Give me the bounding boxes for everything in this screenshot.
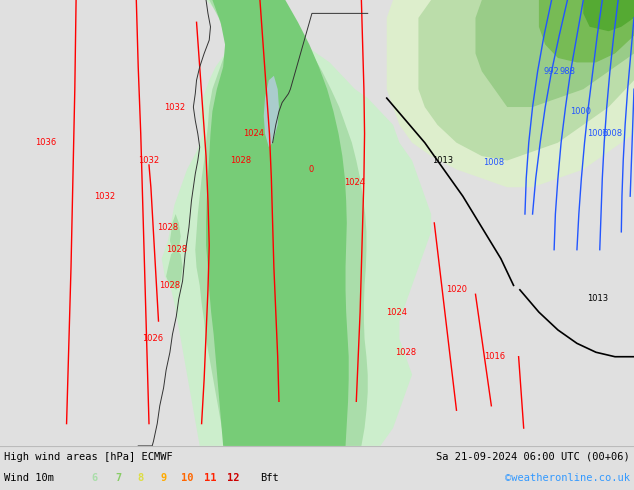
Text: 1032: 1032 — [94, 192, 115, 201]
Text: 992: 992 — [544, 67, 559, 76]
Polygon shape — [418, 0, 634, 161]
Text: 1036: 1036 — [35, 138, 56, 147]
Text: 11: 11 — [204, 473, 216, 483]
Polygon shape — [292, 294, 336, 325]
Text: Bft: Bft — [260, 473, 279, 483]
Text: 6: 6 — [92, 473, 98, 483]
Text: Wind 10m: Wind 10m — [4, 473, 54, 483]
Polygon shape — [195, 0, 368, 446]
Text: 1016: 1016 — [484, 352, 505, 361]
Text: 1006: 1006 — [586, 129, 608, 138]
Text: 1032: 1032 — [164, 102, 185, 112]
Polygon shape — [476, 0, 634, 107]
Text: 1008: 1008 — [601, 129, 623, 138]
Polygon shape — [170, 214, 181, 259]
Text: 1028: 1028 — [395, 348, 417, 357]
Text: 988: 988 — [559, 67, 576, 76]
Text: 1028: 1028 — [159, 281, 181, 290]
Polygon shape — [166, 250, 183, 290]
Polygon shape — [583, 0, 634, 31]
Polygon shape — [264, 76, 279, 147]
Text: 1028: 1028 — [230, 156, 252, 165]
Polygon shape — [206, 0, 349, 446]
Text: 8: 8 — [138, 473, 144, 483]
Text: Sa 21-09-2024 06:00 UTC (00+06): Sa 21-09-2024 06:00 UTC (00+06) — [436, 452, 630, 462]
Polygon shape — [162, 0, 431, 446]
Text: 1024: 1024 — [243, 129, 264, 138]
Text: High wind areas [hPa] ECMWF: High wind areas [hPa] ECMWF — [4, 452, 172, 462]
Text: 1008: 1008 — [482, 158, 504, 167]
Text: ©weatheronline.co.uk: ©weatheronline.co.uk — [505, 473, 630, 483]
Text: 1024: 1024 — [344, 178, 366, 187]
Text: 1024: 1024 — [385, 308, 407, 317]
Text: 12: 12 — [227, 473, 239, 483]
Text: 1032: 1032 — [138, 156, 160, 165]
Text: 1000: 1000 — [569, 107, 591, 116]
Text: 1013: 1013 — [586, 294, 608, 303]
Text: 9: 9 — [161, 473, 167, 483]
Text: 7: 7 — [115, 473, 121, 483]
Text: 1028: 1028 — [157, 223, 179, 232]
Text: 0: 0 — [308, 165, 313, 174]
Text: 1028: 1028 — [165, 245, 187, 254]
Polygon shape — [387, 0, 634, 187]
Text: 1026: 1026 — [141, 334, 163, 343]
Text: 10: 10 — [181, 473, 193, 483]
Text: 1013: 1013 — [432, 156, 453, 165]
Text: 1020: 1020 — [446, 285, 467, 294]
Polygon shape — [539, 0, 634, 62]
